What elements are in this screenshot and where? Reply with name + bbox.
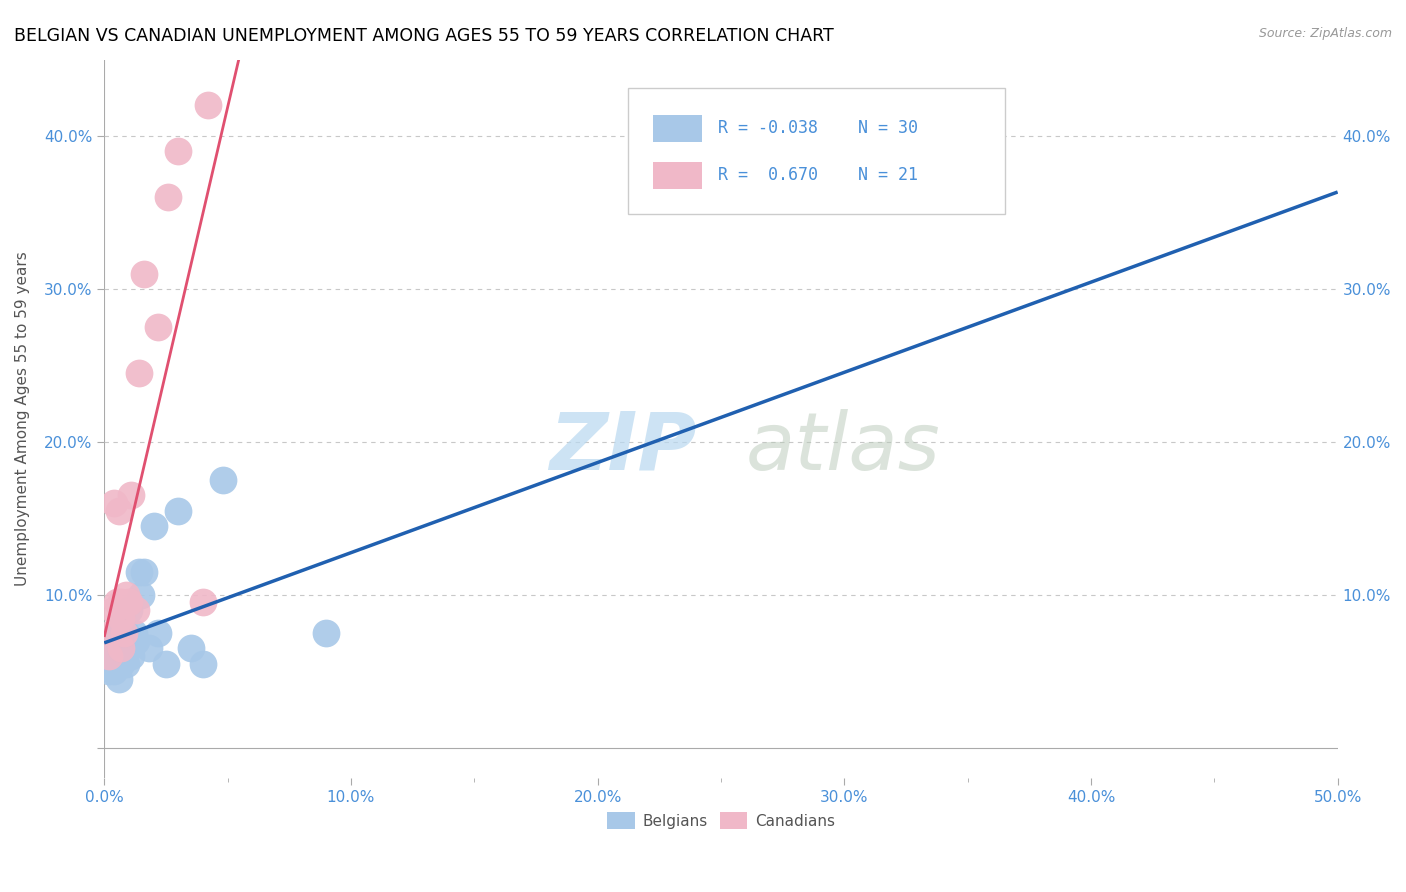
- Point: [105, 595, 128, 609]
- Point: [115, 657, 138, 671]
- Point: [138, 641, 160, 656]
- Point: [112, 626, 135, 640]
- Point: [105, 626, 128, 640]
- Point: [118, 595, 141, 609]
- Point: [115, 588, 138, 602]
- Text: BELGIAN VS CANADIAN UNEMPLOYMENT AMONG AGES 55 TO 59 YEARS CORRELATION CHART: BELGIAN VS CANADIAN UNEMPLOYMENT AMONG A…: [14, 27, 834, 45]
- Point: [128, 565, 150, 579]
- Point: [103, 664, 125, 678]
- Point: [100, 648, 122, 663]
- Text: Source: ZipAtlas.com: Source: ZipAtlas.com: [1258, 27, 1392, 40]
- Text: atlas: atlas: [745, 409, 941, 487]
- Point: [118, 641, 141, 656]
- Text: R =  0.670    N = 21: R = 0.670 N = 21: [718, 166, 918, 184]
- Point: [110, 657, 132, 671]
- Text: R = -0.038    N = 30: R = -0.038 N = 30: [718, 119, 918, 136]
- Point: [110, 610, 132, 624]
- Point: [125, 633, 148, 648]
- Point: [191, 595, 214, 609]
- Point: [98, 648, 121, 663]
- Point: [108, 672, 131, 686]
- Point: [103, 603, 125, 617]
- Point: [122, 626, 145, 640]
- Point: [110, 641, 132, 656]
- Point: [148, 320, 170, 334]
- Point: [167, 145, 190, 159]
- Point: [157, 190, 180, 204]
- Point: [112, 633, 135, 648]
- Point: [103, 496, 125, 510]
- Point: [108, 503, 131, 517]
- FancyBboxPatch shape: [628, 88, 1005, 214]
- Point: [120, 648, 142, 663]
- Point: [98, 664, 121, 678]
- Point: [120, 488, 142, 502]
- Point: [142, 519, 165, 533]
- Point: [129, 588, 152, 602]
- Point: [191, 657, 214, 671]
- Point: [167, 503, 190, 517]
- Point: [110, 618, 132, 632]
- Point: [132, 565, 155, 579]
- Point: [197, 98, 219, 112]
- Point: [112, 648, 135, 663]
- Point: [100, 626, 122, 640]
- Y-axis label: Unemployment Among Ages 55 to 59 years: Unemployment Among Ages 55 to 59 years: [15, 252, 30, 586]
- FancyBboxPatch shape: [652, 161, 703, 189]
- Point: [115, 626, 138, 640]
- Point: [315, 626, 337, 640]
- Point: [148, 626, 170, 640]
- Point: [108, 641, 131, 656]
- Point: [211, 473, 233, 487]
- Legend: Belgians, Canadians: Belgians, Canadians: [600, 806, 841, 835]
- Point: [110, 595, 132, 609]
- Point: [128, 366, 150, 380]
- Point: [125, 603, 148, 617]
- Point: [105, 648, 128, 663]
- Point: [118, 603, 141, 617]
- Point: [132, 267, 155, 281]
- FancyBboxPatch shape: [652, 115, 703, 142]
- Point: [180, 641, 202, 656]
- Point: [155, 657, 177, 671]
- Text: ZIP: ZIP: [548, 409, 696, 487]
